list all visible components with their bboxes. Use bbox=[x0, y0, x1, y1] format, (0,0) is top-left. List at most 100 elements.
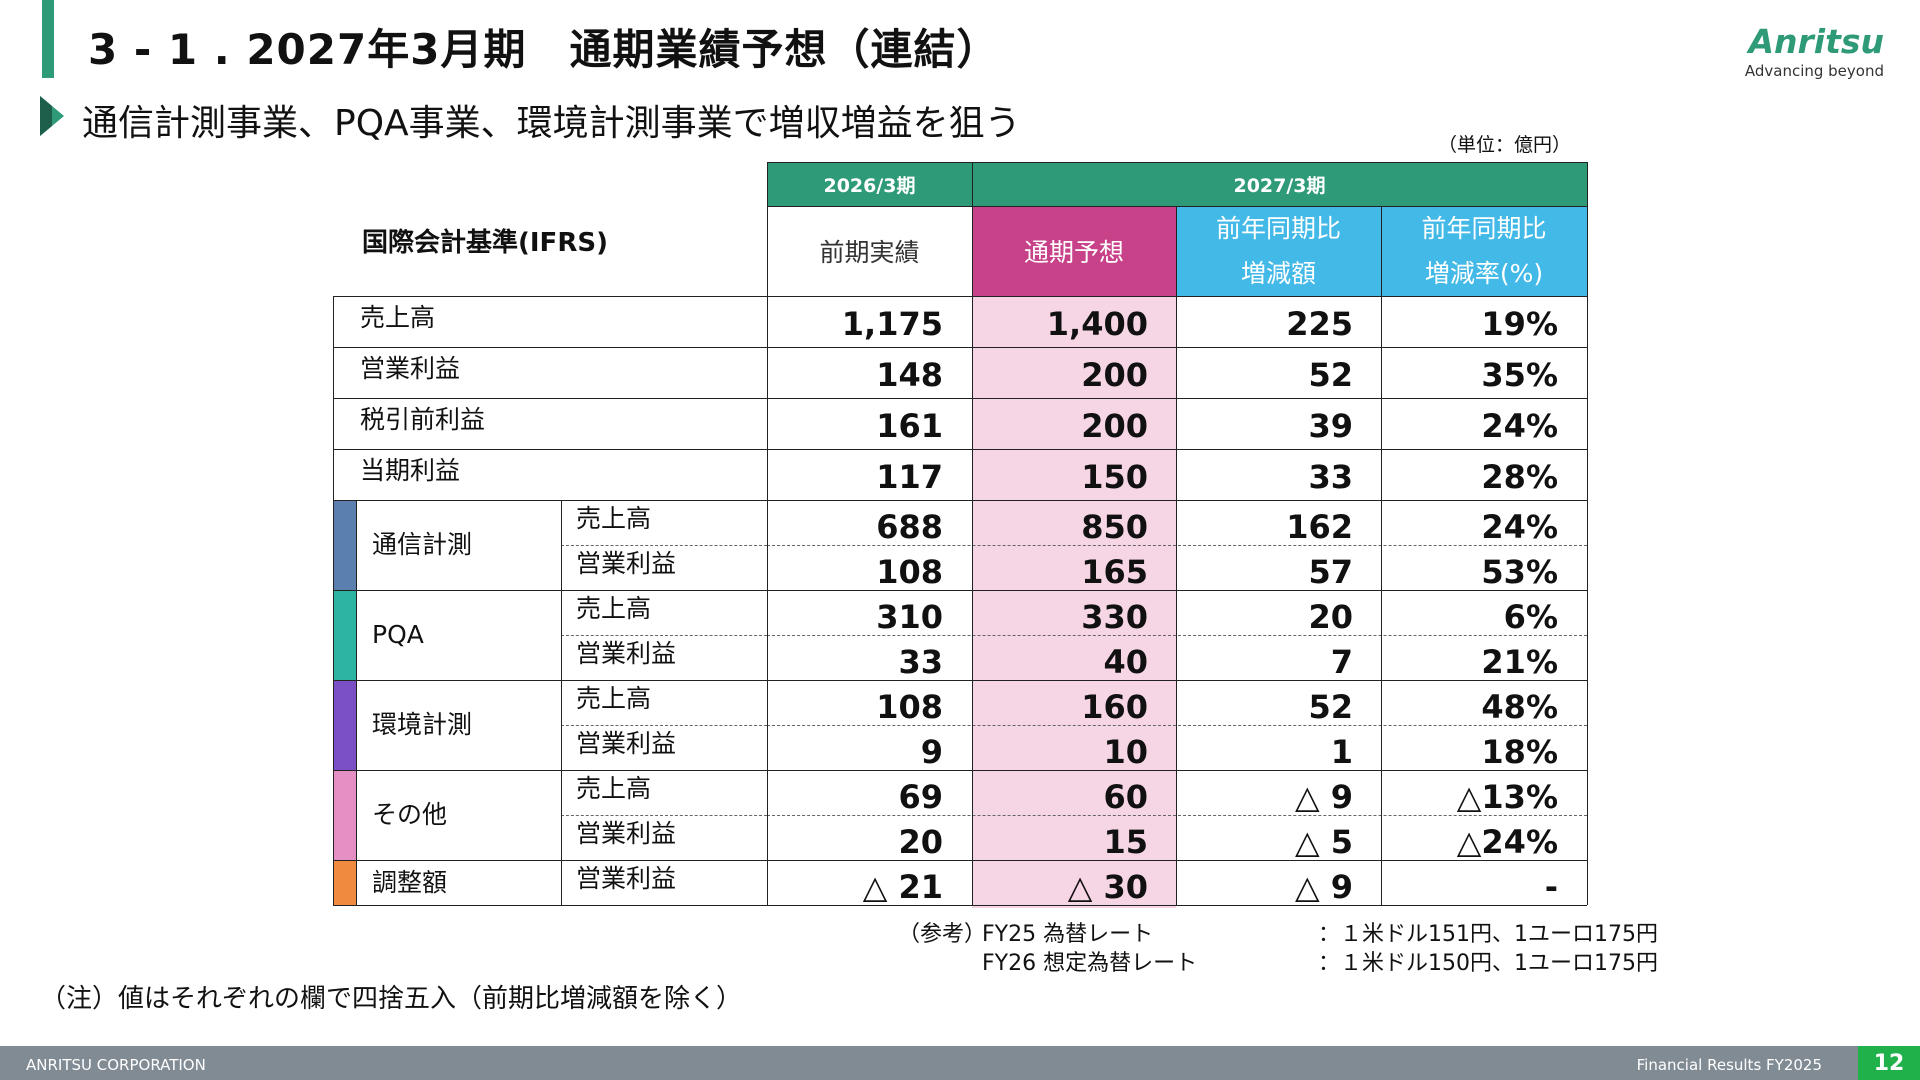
segment-0-row-1-actual: 108 bbox=[876, 552, 943, 591]
summary-row-3-forecast: 150 bbox=[1081, 457, 1148, 496]
table-rule-8 bbox=[333, 860, 1587, 861]
segment-4-row-0-actual: △ 21 bbox=[862, 867, 943, 906]
summary-row-1-forecast: 200 bbox=[1081, 355, 1148, 394]
segment-3-row-0-forecast: 60 bbox=[1103, 777, 1148, 816]
page-title: 3 - 1 . 2027年3月期 通期業績予想（連結） bbox=[88, 25, 1000, 74]
col-header-yoy-rate-line1: 前年同期比 bbox=[1421, 214, 1547, 243]
period-header-prior: 2026/3期 bbox=[767, 162, 972, 206]
fx-fy25-value: ：１米ドル151円、1ユーロ175円 bbox=[1318, 922, 1658, 947]
table-rule-7 bbox=[333, 770, 1587, 771]
period-header-current: 2027/3期 bbox=[972, 162, 1587, 206]
segment-2-row-1-label: 営業利益 bbox=[576, 729, 677, 758]
segment-1-row-0-label: 売上高 bbox=[576, 594, 652, 623]
footer-doc-title: Financial Results FY2025 bbox=[1636, 1056, 1822, 1074]
segment-3-label-divider bbox=[561, 815, 767, 816]
segment-3-row-0-diff: △ 9 bbox=[1294, 777, 1353, 816]
table-rule-6 bbox=[333, 680, 1587, 681]
segment-0-row-0-diff: 162 bbox=[1286, 507, 1353, 546]
segment-3-row-1-label: 営業利益 bbox=[576, 819, 677, 848]
col-rule-0 bbox=[767, 162, 768, 905]
segment-0-row-1-rate: 53% bbox=[1481, 552, 1558, 591]
table-top-rule bbox=[767, 162, 1587, 163]
segment-0-color-bar bbox=[334, 500, 356, 590]
summary-row-3-actual: 117 bbox=[876, 457, 943, 496]
segment-0-row-1-forecast: 165 bbox=[1081, 552, 1148, 591]
segment-0-row-1-label: 営業利益 bbox=[576, 549, 677, 578]
summary-row-3-diff: 33 bbox=[1308, 457, 1353, 496]
segment-1-row-0-actual: 310 bbox=[876, 597, 943, 636]
summary-row-0-rate: 19% bbox=[1481, 304, 1558, 343]
table-rule-1 bbox=[333, 347, 1587, 348]
segment-4-row-0-forecast: △ 30 bbox=[1067, 867, 1148, 906]
footer-bar bbox=[0, 1046, 1920, 1080]
segment-2-row-1-forecast: 10 bbox=[1103, 732, 1148, 771]
summary-row-2-rate: 24% bbox=[1481, 406, 1558, 445]
segment-2-row-1-diff: 1 bbox=[1330, 732, 1353, 771]
segment-2-row-0-diff: 52 bbox=[1308, 687, 1353, 726]
segment-label-rule bbox=[561, 500, 562, 905]
segment-1-row-1-rate: 21% bbox=[1481, 642, 1558, 681]
segment-4-row-0-label: 営業利益 bbox=[576, 864, 677, 893]
col-header-actual: 前期実績 bbox=[819, 238, 920, 267]
segment-0-row-0-rate: 24% bbox=[1481, 507, 1558, 546]
summary-row-1-diff: 52 bbox=[1308, 355, 1353, 394]
segment-2-color-bar bbox=[334, 680, 356, 770]
summary-row-2-diff: 39 bbox=[1308, 406, 1353, 445]
segment-0-row-1-diff: 57 bbox=[1308, 552, 1353, 591]
summary-row-2-forecast: 200 bbox=[1081, 406, 1148, 445]
segment-1-row-1-forecast: 40 bbox=[1103, 642, 1148, 681]
col-header-yoy-rate: 前年同期比 増減率(%) bbox=[1381, 206, 1587, 296]
segment-2-row-divider bbox=[767, 725, 1587, 726]
logo-tagline: Advancing beyond bbox=[1744, 62, 1884, 80]
subtitle-marker-shade bbox=[40, 96, 52, 136]
summary-row-0-diff: 225 bbox=[1286, 304, 1353, 343]
reference-label: （参考） bbox=[898, 922, 987, 947]
summary-row-1-label: 営業利益 bbox=[360, 354, 461, 383]
footer-company: ANRITSU CORPORATION bbox=[26, 1056, 206, 1074]
segment-2-row-1-rate: 18% bbox=[1481, 732, 1558, 771]
col-rule-3 bbox=[1381, 206, 1382, 905]
segment-2-row-0-label: 売上高 bbox=[576, 684, 652, 713]
title-accent-bar bbox=[42, 0, 54, 78]
segment-2-row-0-forecast: 160 bbox=[1081, 687, 1148, 726]
segment-0-name: 通信計測 bbox=[372, 530, 473, 559]
table-left-rule bbox=[333, 296, 334, 905]
segment-1-row-1-label: 営業利益 bbox=[576, 639, 677, 668]
col-rule-2 bbox=[1176, 206, 1177, 905]
segment-1-row-divider bbox=[767, 635, 1587, 636]
fx-fy26-value: ：１米ドル150円、1ユーロ175円 bbox=[1318, 951, 1658, 976]
segment-4-name: 調整額 bbox=[372, 867, 448, 897]
segment-3-name: その他 bbox=[372, 800, 448, 829]
segment-3-row-1-rate: △24% bbox=[1456, 822, 1558, 861]
accounting-standard-label: 国際会計基準(IFRS) bbox=[362, 228, 608, 258]
segment-0-label-divider bbox=[561, 545, 767, 546]
summary-row-0-actual: 1,175 bbox=[841, 304, 943, 343]
segment-1-label-divider bbox=[561, 635, 767, 636]
table-rule-4 bbox=[333, 500, 1587, 501]
segment-0-row-0-actual: 688 bbox=[876, 507, 943, 546]
page-subtitle: 通信計測事業、PQA事業、環境計測事業で増収増益を狙う bbox=[82, 103, 1021, 144]
col-header-yoy-rate-line2: 増減率(%) bbox=[1424, 259, 1544, 288]
unit-label: （単位：億円） bbox=[1438, 134, 1572, 156]
summary-row-2-actual: 161 bbox=[876, 406, 943, 445]
segment-1-name: PQA bbox=[372, 620, 424, 649]
segment-1-row-0-rate: 6% bbox=[1503, 597, 1558, 636]
segment-2-row-0-actual: 108 bbox=[876, 687, 943, 726]
segment-4-row-0-rate: - bbox=[1544, 867, 1558, 906]
summary-row-1-actual: 148 bbox=[876, 355, 943, 394]
segment-2-row-0-rate: 48% bbox=[1481, 687, 1558, 726]
segment-1-row-0-diff: 20 bbox=[1308, 597, 1353, 636]
table-rule-0 bbox=[333, 296, 1587, 297]
col-rule-1 bbox=[972, 162, 973, 905]
col-header-forecast: 通期予想 bbox=[972, 206, 1176, 296]
segment-3-row-0-rate: △13% bbox=[1456, 777, 1558, 816]
segment-0-row-divider bbox=[767, 545, 1587, 546]
segment-1-row-0-forecast: 330 bbox=[1081, 597, 1148, 636]
table-rule-2 bbox=[333, 398, 1587, 399]
segment-0-row-0-label: 売上高 bbox=[576, 504, 652, 533]
segment-3-row-0-actual: 69 bbox=[898, 777, 943, 816]
summary-row-3-label: 当期利益 bbox=[360, 456, 461, 485]
fx-fy26-label: FY26 想定為替レート bbox=[982, 951, 1198, 976]
segment-3-row-0-label: 売上高 bbox=[576, 774, 652, 803]
segment-3-row-1-actual: 20 bbox=[898, 822, 943, 861]
